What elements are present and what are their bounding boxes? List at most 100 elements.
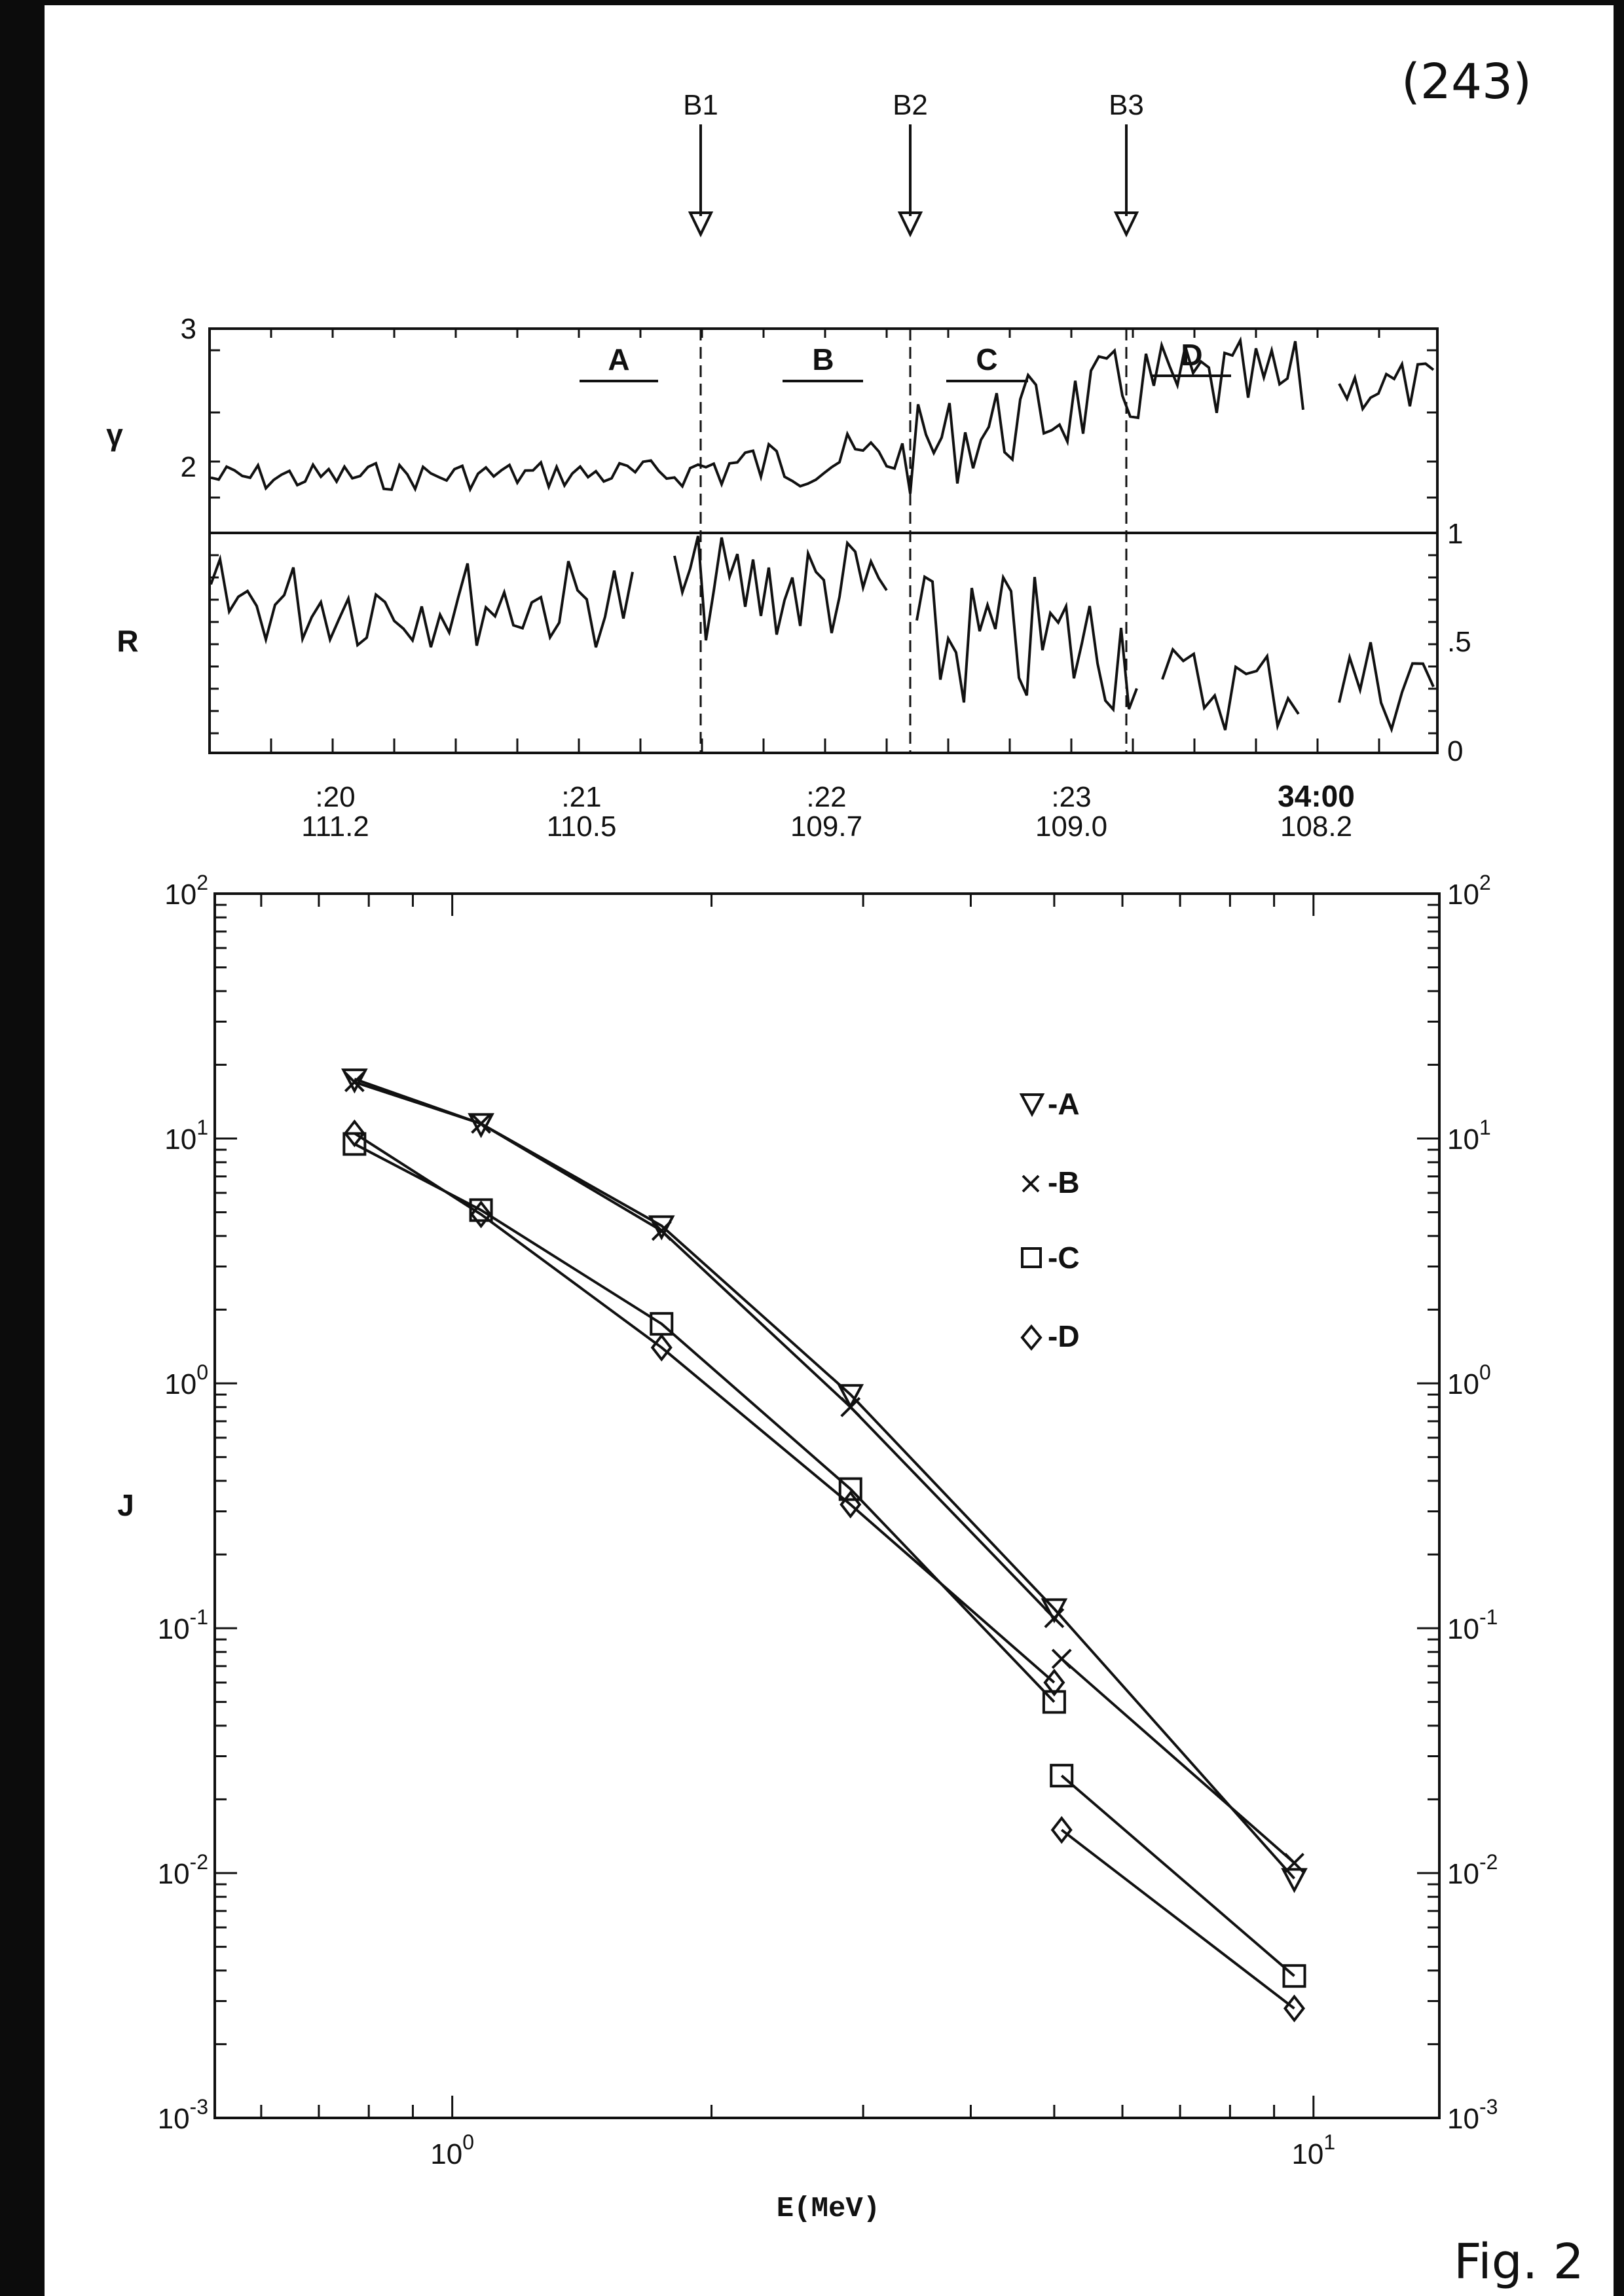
time-series-frame — [208, 327, 1439, 754]
scan-border-right — [1614, 0, 1624, 2296]
legend-marker-a — [1019, 1093, 1045, 1118]
legend-label-b: -B — [1048, 1165, 1080, 1199]
time-label-5: 34:00 — [1278, 779, 1355, 813]
series-line-b — [354, 1080, 1056, 1619]
gamma-trace-1 — [210, 336, 1304, 494]
arrow-b1-head — [688, 211, 714, 238]
legend-marker-b — [1022, 1175, 1040, 1193]
point-d — [343, 1119, 365, 1148]
gamma-tick-2: 2 — [181, 451, 196, 483]
y-tick-label-right: 102 — [1447, 871, 1491, 911]
point-a — [837, 1384, 864, 1410]
x-tick-label: 101 — [1291, 2130, 1335, 2170]
time-label-2: :21 — [561, 781, 601, 813]
arrow-b2-head — [897, 211, 923, 238]
point-b — [344, 1072, 365, 1093]
y-axis-label: J — [117, 1488, 134, 1522]
r-tick-1: 1 — [1447, 518, 1463, 550]
point-a — [341, 1068, 368, 1094]
legend: -A -B -C -D — [1019, 1087, 1080, 1353]
time-label-3: :22 — [806, 781, 846, 813]
y-tick-label-right: 10-1 — [1447, 1605, 1498, 1645]
point-d — [470, 1200, 492, 1229]
x-tick-label: 100 — [430, 2130, 474, 2170]
interval-label-c: C — [976, 342, 997, 376]
point-d — [1283, 1994, 1306, 2023]
point-a — [468, 1113, 494, 1139]
time-label-4: :23 — [1051, 781, 1091, 813]
time-value-4: 109.0 — [1035, 811, 1107, 843]
time-series-panels: A B C D γ 3 2 R 1 .5 0 :20 111.2 :21 110… — [106, 313, 1471, 843]
y-tick-label-right: 10-2 — [1447, 1850, 1498, 1890]
page-note: (243) — [1401, 54, 1532, 110]
y-tick-label-right: 100 — [1447, 1360, 1491, 1400]
point-d — [1043, 1668, 1065, 1697]
point-c — [1042, 1690, 1066, 1714]
legend-label-c: -C — [1048, 1241, 1080, 1275]
series-line-d — [354, 1132, 1056, 1684]
point-b — [840, 1396, 861, 1417]
legend-marker-c — [1021, 1247, 1042, 1268]
point-c — [469, 1198, 493, 1222]
point-d — [840, 1490, 862, 1519]
x-axis-label: E(MeV) — [777, 2193, 880, 2225]
point-b — [1284, 1853, 1304, 1873]
series-line-a — [354, 1078, 1295, 1880]
r-trace-3 — [915, 574, 1138, 713]
y-tick-label-left: 10-1 — [158, 1605, 208, 1645]
time-value-5: 108.2 — [1280, 811, 1352, 843]
gamma-trace-2 — [1338, 360, 1435, 412]
scan-border-left — [0, 0, 45, 2296]
series-line-c-tail — [1060, 1774, 1295, 1977]
gamma-axis-label: γ — [106, 418, 123, 452]
y-tick-label-left: 100 — [164, 1360, 208, 1400]
point-b — [1051, 1649, 1072, 1669]
y-tick-label-left: 101 — [164, 1116, 208, 1156]
y-tick-label-left: 10-2 — [158, 1850, 208, 1890]
point-b — [651, 1220, 672, 1241]
legend-label-a: -A — [1048, 1087, 1080, 1121]
boundary-arrows: B1 B2 B3 — [683, 89, 1144, 238]
interval-label-b: B — [812, 342, 834, 376]
y-tick-label-right: 101 — [1447, 1116, 1491, 1156]
r-tick-05: .5 — [1447, 626, 1471, 658]
y-tick-label-left: 102 — [164, 871, 208, 911]
r-axis-label: R — [117, 624, 138, 658]
point-c — [838, 1477, 862, 1501]
gamma-tick-3: 3 — [181, 313, 196, 345]
time-value-2: 110.5 — [547, 811, 617, 843]
point-d — [1050, 1815, 1073, 1844]
fig-label: Fig. 2 — [1454, 2234, 1584, 2290]
boundary-label-b1: B1 — [683, 89, 718, 121]
r-trace-2 — [673, 536, 888, 641]
point-c — [1282, 1964, 1306, 1988]
point-b — [471, 1113, 492, 1134]
point-b — [1044, 1608, 1065, 1628]
legend-marker-d — [1020, 1324, 1043, 1351]
series-line-c — [354, 1142, 1056, 1703]
r-trace-4 — [1161, 647, 1300, 731]
time-value-1: 111.2 — [301, 811, 369, 843]
spectrum-frame — [213, 892, 1441, 2119]
r-trace-1 — [210, 554, 634, 648]
boundary-label-b3: B3 — [1109, 89, 1144, 121]
point-c — [1050, 1764, 1074, 1788]
r-tick-0: 0 — [1447, 735, 1463, 767]
point-d — [650, 1334, 673, 1362]
series-line-b-tail — [1060, 1658, 1295, 1865]
time-value-3: 109.7 — [790, 811, 862, 843]
r-trace-5 — [1338, 642, 1435, 734]
point-a — [1281, 1868, 1308, 1893]
legend-label-d: -D — [1048, 1319, 1080, 1353]
y-tick-label-right: 10-3 — [1447, 2095, 1498, 2135]
arrow-b3-head — [1113, 211, 1139, 238]
scan-border-top — [0, 0, 1624, 5]
point-a — [1041, 1598, 1068, 1624]
interval-label-a: A — [608, 342, 629, 376]
time-label-1: :20 — [315, 781, 355, 813]
series-line-d-tail — [1060, 1829, 1295, 2010]
boundary-label-b2: B2 — [893, 89, 928, 121]
spectrum-chart: 102 102 101 101 100 100 10-1 10-1 10-2 10-2 10-3 10… — [117, 871, 1498, 2225]
y-tick-label-left: 10-3 — [158, 2095, 208, 2135]
